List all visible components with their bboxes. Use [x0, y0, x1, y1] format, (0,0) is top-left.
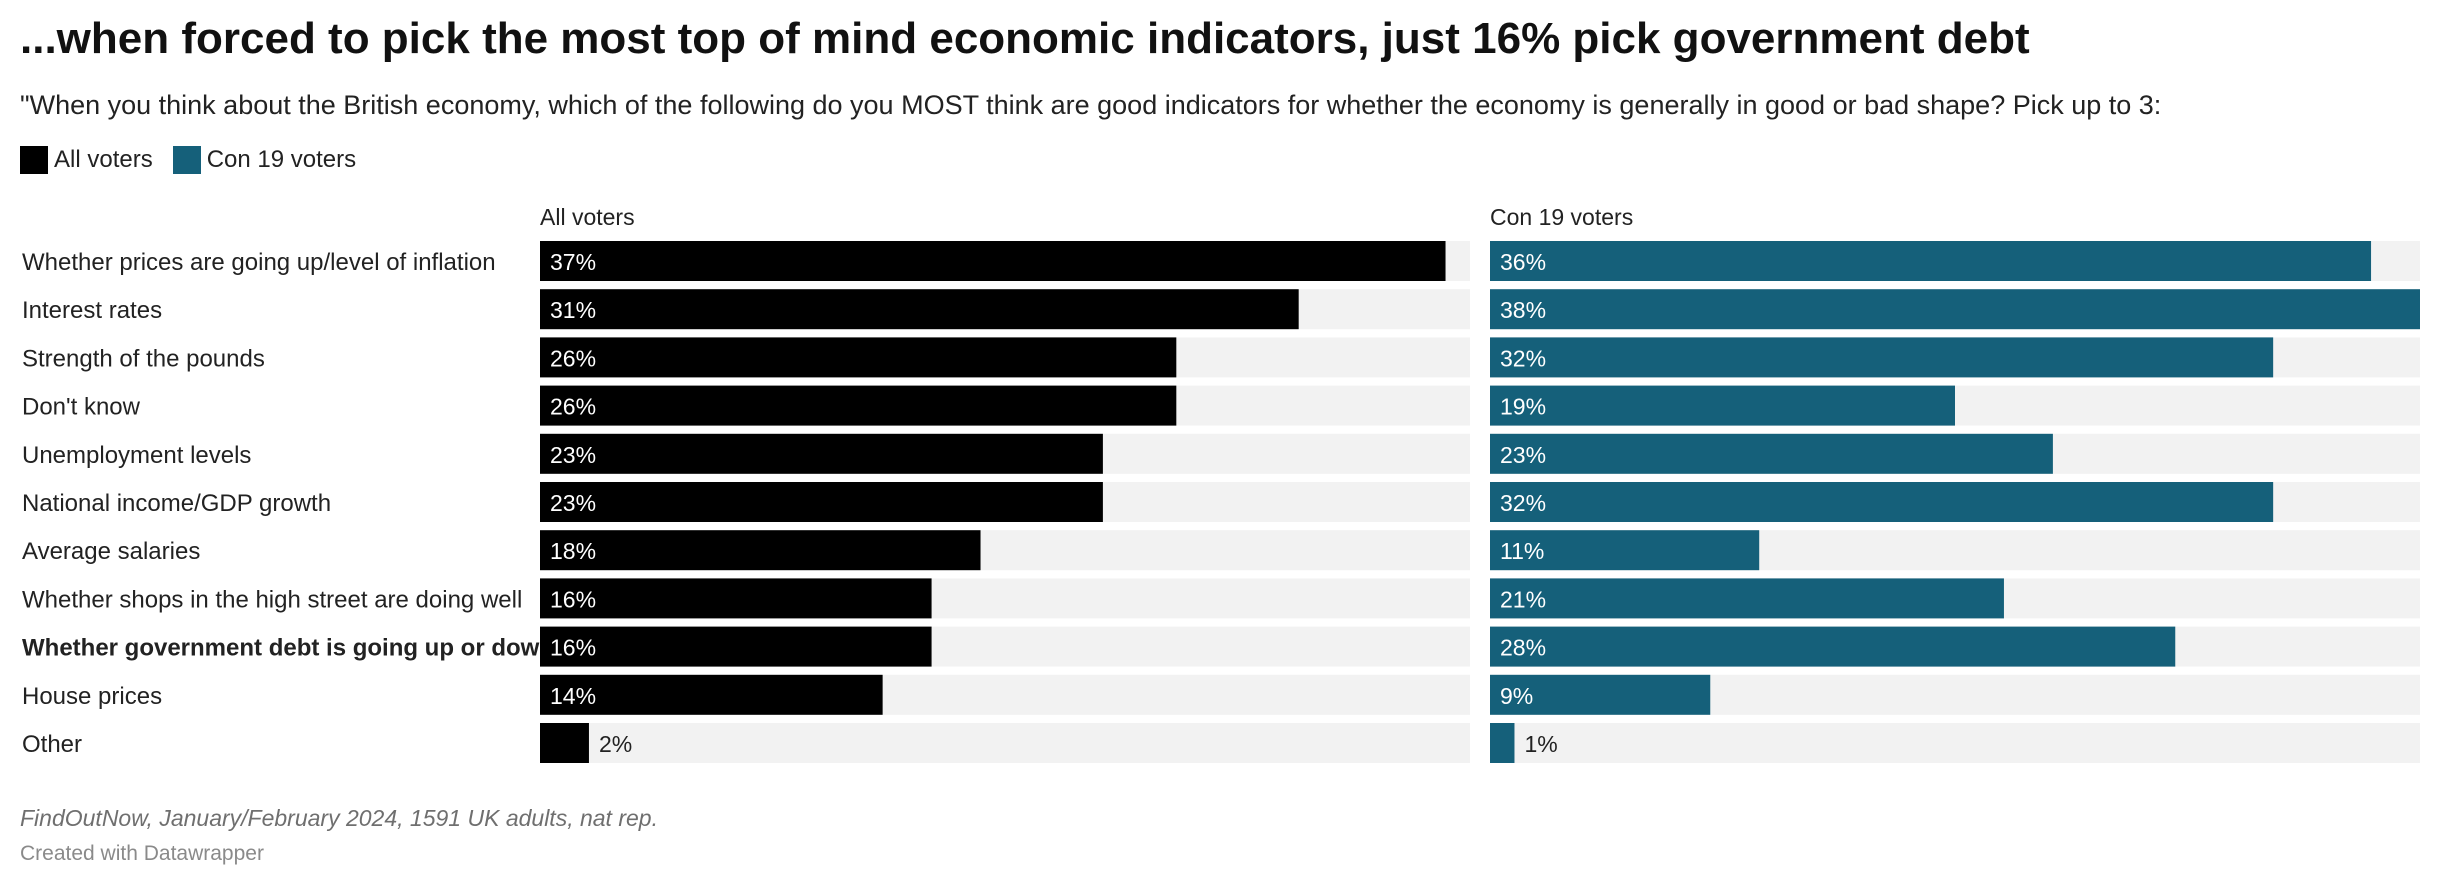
bar-all-voters: [540, 626, 932, 667]
data-label: 11%: [1500, 538, 1544, 564]
category-label: Other: [22, 731, 82, 758]
bar-all-voters: [540, 433, 1103, 474]
datawrapper-credit: Created with Datawrapper: [20, 842, 264, 865]
chart-title: ...when forced to pick the most top of m…: [20, 14, 2030, 63]
bar-all-voters: [540, 337, 1177, 378]
chart-subtitle: "When you think about the British econom…: [20, 90, 2162, 120]
data-label: 16%: [550, 586, 596, 612]
category-label: National income/GDP growth: [22, 490, 331, 517]
category-label: Unemployment levels: [22, 442, 251, 469]
category-label: Average salaries: [22, 538, 200, 565]
data-label: 26%: [550, 345, 596, 371]
bar-track: [540, 723, 1470, 763]
category-label: Interest rates: [22, 297, 162, 324]
legend-item-con-19-voters: Con 19 voters: [172, 146, 357, 174]
legend-label-all-voters: All voters: [54, 146, 153, 173]
bar-track: [1490, 723, 2420, 763]
category-label: Don't know: [22, 394, 141, 421]
bar-all-voters: [540, 674, 883, 715]
data-label: 32%: [1500, 490, 1546, 516]
bar-all-voters: [540, 578, 932, 619]
bar-chart: All voters Con 19 voters Whether prices ar…: [22, 204, 2420, 763]
data-label: 31%: [550, 297, 596, 323]
legend-label-con-19-voters: Con 19 voters: [206, 146, 357, 173]
data-label: 36%: [1500, 249, 1546, 275]
bar-con-19-voters: [1490, 723, 1515, 763]
bar-con-19-voters: [1490, 482, 2274, 522]
bar-con-19-voters: [1490, 578, 2004, 619]
bar-all-voters: [540, 289, 1299, 330]
data-label: 23%: [550, 442, 596, 468]
panel-header-con-19-voters: Con 19 voters: [1490, 204, 1633, 230]
bar-all-voters: [540, 530, 981, 571]
data-label: 37%: [550, 249, 596, 275]
category-label: House prices: [22, 683, 162, 710]
data-label: 28%: [1500, 635, 1546, 661]
data-label: 2%: [599, 731, 632, 757]
bar-all-voters: [540, 482, 1103, 522]
bar-con-19-voters: [1490, 626, 2176, 667]
category-label: Whether government debt is going up or d…: [22, 635, 554, 662]
data-label: 21%: [1500, 586, 1546, 612]
chart-source-note: FindOutNow, January/February 2024, 1591 …: [20, 805, 658, 831]
data-label: 19%: [1500, 394, 1546, 420]
data-label: 9%: [1500, 683, 1533, 709]
legend-swatch-all-voters: [20, 146, 48, 174]
data-label: 14%: [550, 683, 596, 709]
data-label: 32%: [1500, 345, 1546, 371]
legend-item-all-voters: All voters: [20, 146, 153, 174]
bar-con-19-voters: [1490, 385, 1955, 426]
bar-con-19-voters: [1490, 241, 2372, 281]
bar-con-19-voters: [1490, 337, 2274, 378]
data-label: 1%: [1524, 731, 1557, 757]
legend: All voters Con 19 voters: [20, 146, 376, 174]
bar-con-19-voters: [1490, 530, 1760, 571]
bar-con-19-voters: [1490, 674, 1711, 715]
data-label: 38%: [1500, 297, 1546, 323]
category-label: Strength of the pounds: [22, 345, 265, 372]
category-label: Whether shops in the high street are doi…: [22, 586, 522, 613]
category-label: Whether prices are going up/level of inf…: [22, 249, 496, 276]
bar-all-voters: [540, 385, 1177, 426]
data-label: 16%: [550, 635, 596, 661]
data-label: 23%: [1500, 442, 1546, 468]
bar-con-19-voters: [1490, 289, 2420, 330]
bar-con-19-voters: [1490, 433, 2053, 474]
panel-header-all-voters: All voters: [540, 204, 635, 230]
bar-all-voters: [540, 723, 589, 763]
bar-all-voters: [540, 241, 1446, 281]
legend-swatch-con-19-voters: [172, 146, 201, 174]
data-label: 26%: [550, 394, 596, 420]
data-label: 18%: [550, 538, 596, 564]
data-label: 23%: [550, 490, 596, 516]
